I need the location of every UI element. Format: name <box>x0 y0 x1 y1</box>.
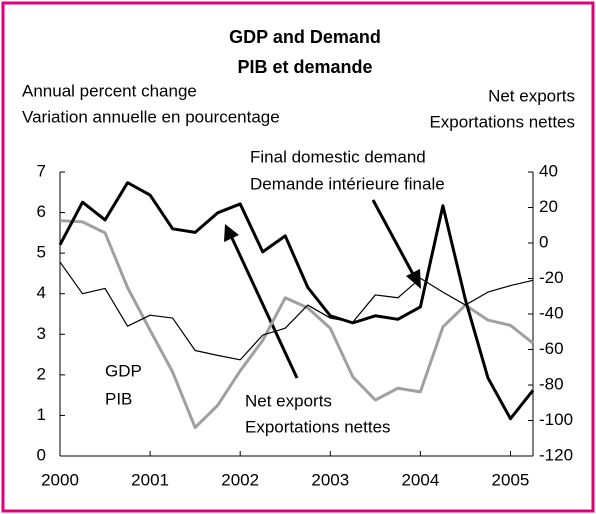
y2-tick-label: -40 <box>539 303 564 322</box>
x-tick-label: 2004 <box>401 470 439 489</box>
x-tick-label: 2002 <box>221 470 259 489</box>
y-tick-label: 6 <box>37 202 46 221</box>
annotation: Net exports <box>245 391 332 410</box>
annotation: GDP <box>105 361 142 380</box>
y2-axis-label: Net exports <box>488 86 575 105</box>
arrow <box>371 199 416 277</box>
y-tick-label: 0 <box>37 445 46 464</box>
x-tick-label: 2005 <box>492 470 530 489</box>
y2-tick-label: -100 <box>539 410 573 429</box>
y2-tick-label: -80 <box>539 374 564 393</box>
y-tick-label: 1 <box>37 405 46 424</box>
arrow <box>230 237 299 379</box>
series-line <box>58 181 535 421</box>
arrows <box>224 199 421 379</box>
y2-tick-label: -20 <box>539 268 564 287</box>
y-tick-label: 4 <box>37 283 46 302</box>
x-tick-label: 2000 <box>41 470 79 489</box>
chart-title: GDP and Demand <box>229 27 381 47</box>
arrow-head <box>224 224 239 242</box>
y-tick-label: 3 <box>37 324 46 343</box>
annotation: Exportations nettes <box>245 417 391 436</box>
y2-tick-label: 0 <box>539 232 548 251</box>
x-tick-label: 2003 <box>311 470 349 489</box>
series-line <box>59 261 534 361</box>
x-tick-label: 2001 <box>131 470 169 489</box>
y2-tick-label: -60 <box>539 339 564 358</box>
y-tick-label: 5 <box>37 243 46 262</box>
series-line <box>59 219 534 430</box>
y-axis-label: Variation annuelle en pourcentage <box>22 107 280 126</box>
y2-tick-label: 40 <box>539 161 558 180</box>
y-tick-label: 7 <box>37 161 46 180</box>
chart-subtitle: PIB et demande <box>237 57 372 77</box>
y2-tick-label: 20 <box>539 197 558 216</box>
arrow-head <box>406 269 421 289</box>
y2-axis-label: Exportations nettes <box>429 112 575 131</box>
annotation: Final domestic demand <box>250 147 426 166</box>
annotation: Demande intérieure finale <box>250 174 445 193</box>
annotation: PIB <box>105 389 132 408</box>
y2-tick-label: -120 <box>539 445 573 464</box>
y-tick-label: 2 <box>37 364 46 383</box>
y-axis-label: Annual percent change <box>22 81 197 100</box>
